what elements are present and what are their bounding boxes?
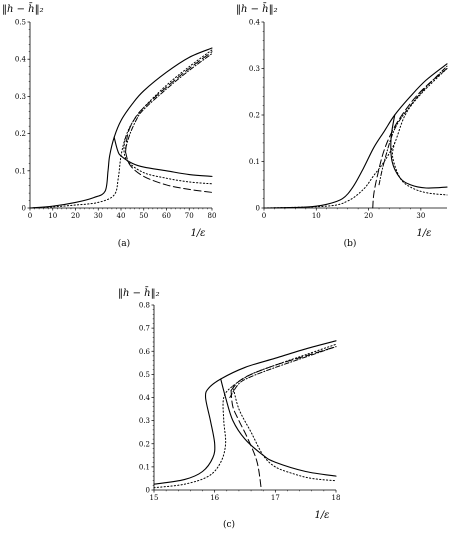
series-solid-c-0 [153,340,337,485]
series-solid-b-0 [263,63,448,209]
panel-b-ylabel: ‖h − h̄‖₂ [236,3,278,15]
y-tick-label-c: 0.4 [139,394,151,402]
series-dashdot-c-6 [229,346,337,398]
x-tick-label-a: 50 [139,212,148,220]
x-tick-label-c: 16 [210,494,219,502]
panel-a-ylabel: ‖h − h̄‖₂ [2,3,44,15]
series-dashdot-a-6 [125,53,213,149]
x-tick-label-a: 10 [48,212,57,220]
panel-b: ‖h − h̄‖₂ 1/ε (b) 0 10 20 30 0 0.1 0.2 0.3 0.4 [236,3,448,249]
panel-c-xlabel: 1/ε [314,510,329,521]
y-tick-label-a: 0 [22,205,26,213]
y-tick-label-a: 0.3 [15,93,26,101]
series-dotted-b-3 [391,142,448,196]
series-dashed-b-4 [372,68,448,209]
panel-a-xlabel: 1/ε [190,228,205,239]
series-dashed-c-5 [230,390,262,491]
x-tick-label-a: 0 [28,212,32,220]
series-dashdot-b-5 [378,65,448,186]
x-tick-label-b: 20 [364,212,373,220]
x-tick-label-c: 17 [271,494,280,502]
panel-c-label: (c) [223,519,235,530]
x-tick-label-a: 70 [185,212,194,220]
x-tick-label-b: 10 [312,212,321,220]
x-tick-label-a: 30 [94,212,103,220]
series-dotted-c-3 [232,385,337,482]
y-tick-label-a: 0.1 [15,167,26,175]
x-tick-label-c: 15 [150,494,159,502]
x-tick-label-a: 60 [162,212,171,220]
series-solid-a-1 [113,136,213,177]
series-dotted-a-2 [29,49,213,209]
series-dashed-c-4 [230,346,337,392]
y-tick-label-b: 0.3 [249,65,260,73]
y-tick-label-c: 0.8 [139,302,150,310]
series-dashed-a-5 [125,151,213,193]
y-tick-label-b: 0 [256,205,260,213]
y-tick-label-c: 0.5 [139,371,150,379]
y-tick-label-a: 0.5 [15,19,26,27]
panel-c-plot: 15 16 17 18 0 0.1 0.2 0.3 0.4 0.5 0.6 0.7 0.8 [139,302,341,503]
y-tick-label-c: 0 [146,487,150,495]
y-tick-label-a: 0.2 [15,130,26,138]
panel-c-ylabel: ‖h − h̄‖₂ [118,287,160,299]
y-tick-label-b: 0.1 [249,158,260,166]
series-dotted-c-2 [153,343,337,489]
y-tick-label-a: 0.4 [15,56,27,64]
panel-c: ‖h − h̄‖₂ 1/ε (c) 15 16 17 18 0 0.1 0.2 0.3 0.4 0… [118,287,340,530]
x-tick-label-a: 20 [71,212,80,220]
x-tick-label-b: 30 [416,212,425,220]
series-dotted-b-2 [263,68,448,209]
x-tick-label-a: 40 [117,212,126,220]
panel-b-plot: 0 10 20 30 0 0.1 0.2 0.3 0.4 [249,19,448,220]
y-tick-label-b: 0.4 [249,19,261,27]
x-tick-label-c: 18 [332,494,341,502]
y-tick-label-c: 0.6 [139,348,151,356]
panel-b-xlabel: 1/ε [416,228,431,239]
panel-a: ‖h − h̄‖₂ 1/ε (a) 0 10 20 30 40 50 60 70 8000.10… [2,3,216,249]
series-solid-c-1 [220,378,337,477]
series-dotted-a-3 [123,136,213,185]
y-tick-label-c: 0.7 [139,325,150,333]
y-tick-label-c: 0.3 [139,417,150,425]
x-tick-label-a: 80 [208,212,217,220]
y-tick-label-c: 0.1 [139,463,150,471]
panel-a-plot: 0 10 20 30 40 50 60 70 80 0 0.1 0.2 0.3 0.4 0.5 [15,19,217,221]
y-tick-label-c: 0.2 [139,440,150,448]
series-dashed-a-4 [125,51,213,153]
panel-a-label: (a) [118,238,130,249]
y-tick-label-b: 0.2 [249,112,260,120]
series-solid-a-0 [29,47,213,209]
panel-b-label: (b) [344,238,357,249]
x-tick-label-b: 0 [262,212,266,220]
